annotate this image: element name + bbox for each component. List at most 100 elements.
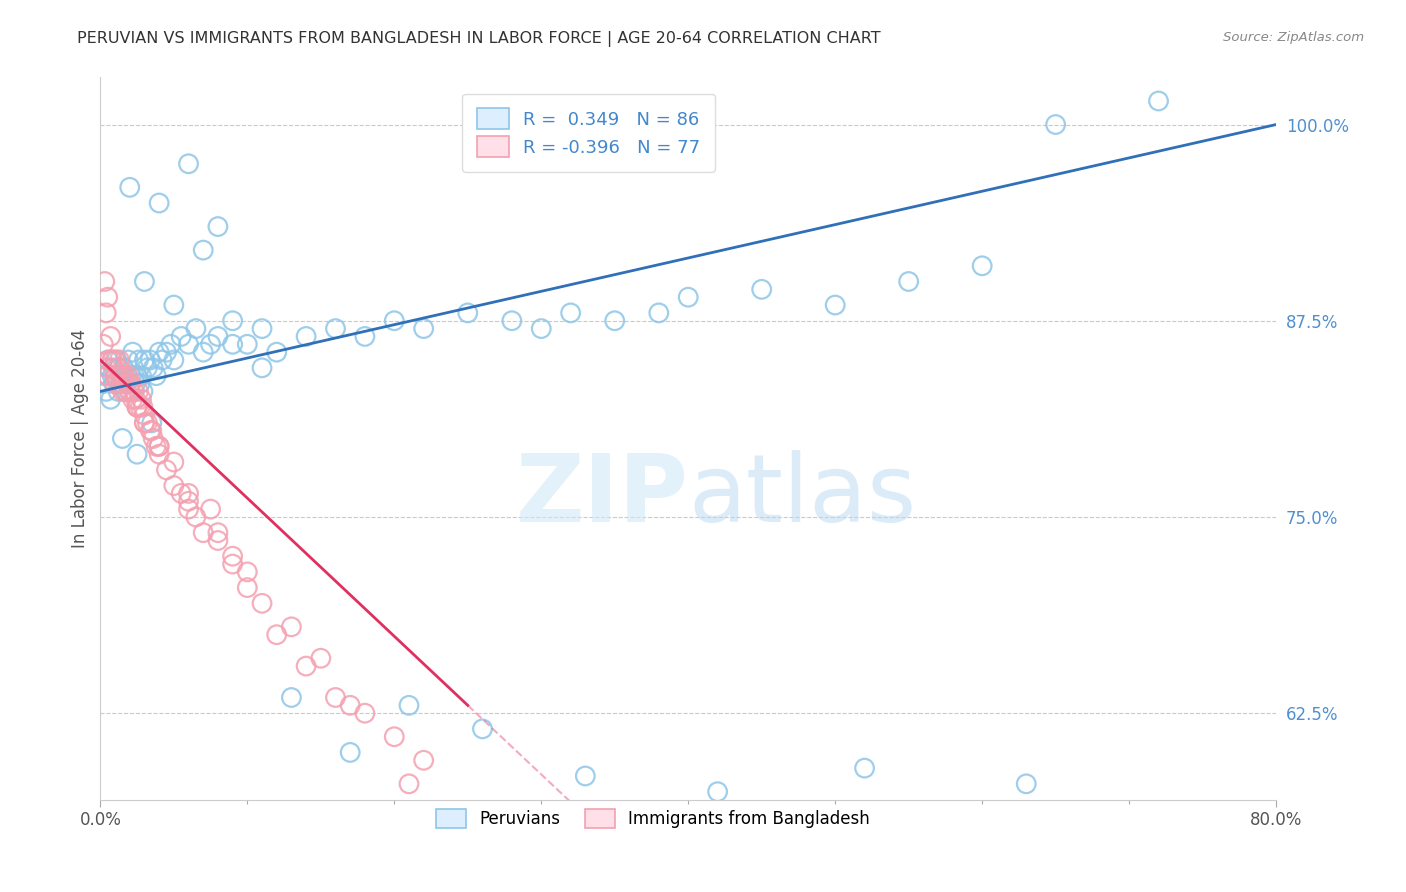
Point bbox=[412, 753, 434, 767]
Point bbox=[127, 400, 149, 414]
Point bbox=[132, 384, 155, 399]
Point bbox=[221, 337, 243, 351]
Point bbox=[111, 368, 134, 383]
Point bbox=[139, 353, 162, 368]
Point bbox=[110, 376, 132, 391]
Point bbox=[177, 337, 200, 351]
Point bbox=[141, 424, 163, 438]
Point bbox=[127, 368, 149, 383]
Point bbox=[236, 581, 259, 595]
Point bbox=[103, 360, 125, 375]
Point bbox=[121, 392, 143, 407]
Point bbox=[457, 306, 479, 320]
Point bbox=[236, 565, 259, 579]
Point bbox=[136, 416, 159, 430]
Point bbox=[105, 368, 128, 383]
Point bbox=[676, 290, 699, 304]
Point bbox=[354, 329, 377, 343]
Point bbox=[501, 314, 523, 328]
Point bbox=[163, 455, 186, 469]
Point bbox=[108, 360, 131, 375]
Point bbox=[134, 416, 156, 430]
Point bbox=[132, 400, 155, 414]
Point bbox=[114, 384, 136, 399]
Point bbox=[170, 329, 193, 343]
Point bbox=[163, 298, 186, 312]
Point bbox=[127, 400, 149, 414]
Point bbox=[131, 368, 153, 383]
Point bbox=[177, 494, 200, 508]
Point bbox=[97, 368, 120, 383]
Point bbox=[96, 306, 118, 320]
Point bbox=[207, 329, 229, 343]
Point bbox=[117, 353, 139, 368]
Point bbox=[118, 180, 141, 194]
Point bbox=[148, 447, 170, 461]
Point bbox=[163, 353, 186, 368]
Point bbox=[115, 376, 138, 391]
Text: atlas: atlas bbox=[688, 450, 917, 542]
Y-axis label: In Labor Force | Age 20-64: In Labor Force | Age 20-64 bbox=[72, 329, 89, 548]
Point bbox=[266, 628, 288, 642]
Point bbox=[148, 196, 170, 211]
Point bbox=[122, 368, 145, 383]
Point bbox=[325, 690, 347, 705]
Point bbox=[339, 698, 361, 713]
Point bbox=[104, 353, 127, 368]
Point bbox=[560, 306, 582, 320]
Point bbox=[134, 353, 156, 368]
Point bbox=[100, 392, 122, 407]
Point bbox=[112, 360, 135, 375]
Point bbox=[309, 651, 332, 665]
Point bbox=[124, 392, 146, 407]
Point bbox=[148, 439, 170, 453]
Point bbox=[193, 345, 215, 359]
Point bbox=[122, 384, 145, 399]
Point bbox=[250, 360, 273, 375]
Point bbox=[295, 659, 318, 673]
Point bbox=[107, 360, 129, 375]
Point bbox=[134, 275, 156, 289]
Point bbox=[280, 690, 302, 705]
Point bbox=[111, 376, 134, 391]
Point bbox=[129, 376, 152, 391]
Point bbox=[250, 321, 273, 335]
Point bbox=[412, 321, 434, 335]
Point bbox=[107, 376, 129, 391]
Point bbox=[170, 486, 193, 500]
Point bbox=[207, 533, 229, 548]
Point bbox=[141, 416, 163, 430]
Point bbox=[382, 730, 405, 744]
Point bbox=[94, 368, 117, 383]
Point bbox=[142, 360, 165, 375]
Point bbox=[128, 353, 150, 368]
Point bbox=[112, 368, 135, 383]
Point bbox=[139, 424, 162, 438]
Point bbox=[128, 384, 150, 399]
Point bbox=[148, 345, 170, 359]
Point bbox=[118, 376, 141, 391]
Point bbox=[104, 376, 127, 391]
Point bbox=[108, 353, 131, 368]
Text: Source: ZipAtlas.com: Source: ZipAtlas.com bbox=[1223, 31, 1364, 45]
Point bbox=[110, 368, 132, 383]
Point bbox=[221, 557, 243, 571]
Point bbox=[200, 337, 222, 351]
Point bbox=[193, 525, 215, 540]
Point bbox=[824, 298, 846, 312]
Point bbox=[97, 290, 120, 304]
Point bbox=[266, 345, 288, 359]
Point bbox=[200, 502, 222, 516]
Point bbox=[134, 416, 156, 430]
Point bbox=[325, 321, 347, 335]
Point bbox=[148, 439, 170, 453]
Point bbox=[145, 368, 167, 383]
Point bbox=[897, 275, 920, 289]
Point bbox=[96, 360, 118, 375]
Point bbox=[101, 353, 124, 368]
Point bbox=[131, 392, 153, 407]
Point bbox=[155, 345, 177, 359]
Point bbox=[134, 408, 156, 422]
Point bbox=[177, 486, 200, 500]
Point bbox=[751, 282, 773, 296]
